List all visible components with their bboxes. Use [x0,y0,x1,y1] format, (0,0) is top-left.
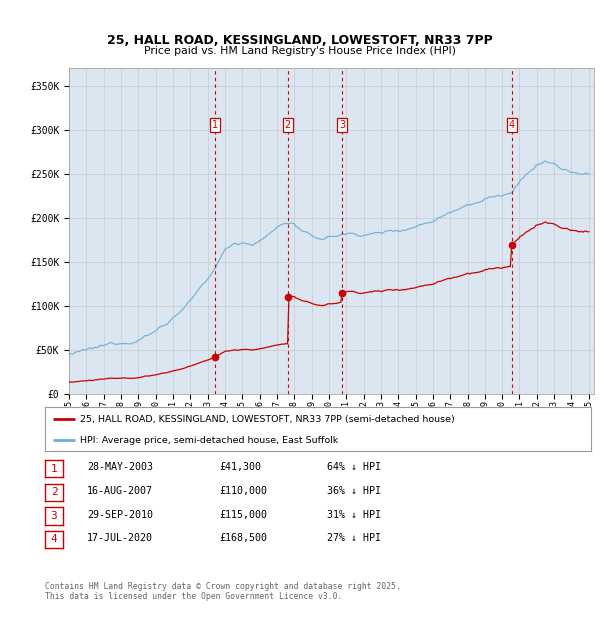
Text: 3: 3 [50,511,58,521]
Text: 28-MAY-2003: 28-MAY-2003 [87,463,153,472]
Text: HPI: Average price, semi-detached house, East Suffolk: HPI: Average price, semi-detached house,… [80,436,339,445]
Text: 27% ↓ HPI: 27% ↓ HPI [327,533,381,543]
Text: 17-JUL-2020: 17-JUL-2020 [87,533,153,543]
Text: £115,000: £115,000 [219,510,267,520]
Text: 36% ↓ HPI: 36% ↓ HPI [327,486,381,496]
Text: 64% ↓ HPI: 64% ↓ HPI [327,463,381,472]
Text: 16-AUG-2007: 16-AUG-2007 [87,486,153,496]
Text: 1: 1 [212,120,218,130]
Text: £168,500: £168,500 [219,533,267,543]
Text: 3: 3 [339,120,345,130]
Text: 1: 1 [50,464,58,474]
Text: 4: 4 [508,120,515,130]
Text: £110,000: £110,000 [219,486,267,496]
Text: 25, HALL ROAD, KESSINGLAND, LOWESTOFT, NR33 7PP (semi-detached house): 25, HALL ROAD, KESSINGLAND, LOWESTOFT, N… [80,415,455,423]
Text: 4: 4 [50,534,58,544]
Text: 2: 2 [50,487,58,497]
Text: 25, HALL ROAD, KESSINGLAND, LOWESTOFT, NR33 7PP: 25, HALL ROAD, KESSINGLAND, LOWESTOFT, N… [107,34,493,46]
Text: 2: 2 [284,120,291,130]
Text: £41,300: £41,300 [219,463,261,472]
Text: Contains HM Land Registry data © Crown copyright and database right 2025.
This d: Contains HM Land Registry data © Crown c… [45,582,401,601]
Text: 31% ↓ HPI: 31% ↓ HPI [327,510,381,520]
Text: 29-SEP-2010: 29-SEP-2010 [87,510,153,520]
Text: Price paid vs. HM Land Registry's House Price Index (HPI): Price paid vs. HM Land Registry's House … [144,46,456,56]
